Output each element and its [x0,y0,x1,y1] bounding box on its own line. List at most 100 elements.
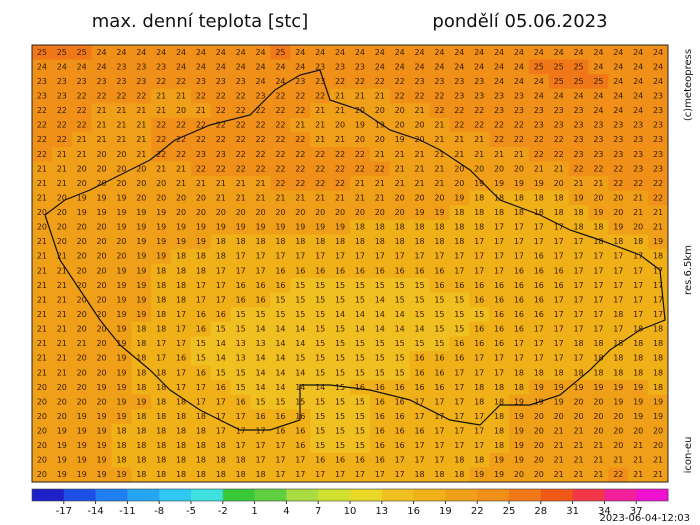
cell-value: 17 [236,266,246,275]
cell-value: 20 [96,223,106,232]
cell-value: 15 [355,281,365,290]
cell [548,190,570,206]
cell-value: 23 [554,121,564,130]
cell [230,380,252,396]
cell-value: 18 [613,368,623,377]
cell [489,146,510,163]
cell [389,219,411,235]
cell [290,350,311,366]
cell [588,380,609,396]
cell [270,205,291,221]
cell-value: 24 [593,106,603,115]
cell [151,336,172,352]
cell-value: 18 [653,354,663,363]
cell-value: 21 [315,193,325,202]
cell-value: 20 [77,368,87,377]
cell [32,176,53,192]
colorbar-band [127,489,160,501]
cell [270,161,291,177]
cell [568,59,589,75]
cell [548,336,570,352]
cell [71,74,93,90]
cell [91,380,112,396]
cell [310,219,331,235]
cell-value: 18 [136,368,146,377]
cell-value: 19 [116,281,126,290]
cell-value: 17 [216,427,226,436]
cell [91,423,112,439]
cell-value: 17 [474,368,484,377]
cell [270,423,291,439]
cell [250,176,271,192]
cell-value: 17 [355,470,365,479]
cell-value: 15 [414,281,424,290]
cell-value: 18 [633,237,643,246]
cell-value: 20 [77,252,87,261]
cell [389,88,411,104]
cell-value: 22 [196,121,206,130]
cell-value: 17 [554,237,564,246]
cell-value: 20 [57,412,67,421]
cell [608,45,629,61]
cell [230,350,252,366]
cell [71,146,93,163]
cell-value: 17 [434,427,444,436]
cell [51,117,73,133]
cell [568,132,589,148]
cell [51,59,73,75]
cell [310,117,331,133]
cell [111,365,132,381]
colorbar-tick-label: 34 [598,506,611,517]
cell [469,292,490,308]
cell-value: 19 [116,266,126,275]
cell-value: 20 [96,266,106,275]
cell-value: 21 [593,456,603,465]
cell [111,234,132,250]
cell [310,132,331,148]
cell [171,423,192,439]
cell-value: 19 [355,121,365,130]
cell-value: 20 [116,179,126,188]
cell-value: 24 [633,62,643,71]
cell-value: 18 [176,397,186,406]
cell [290,234,311,250]
cell-value: 15 [335,427,345,436]
cell [310,88,331,104]
cell [91,438,112,454]
cell [210,146,232,163]
cell-value: 21 [315,121,325,130]
cell-value: 23 [315,62,325,71]
cell-value: 19 [116,368,126,377]
cell [131,321,152,337]
cell [409,307,430,323]
cell [608,248,629,264]
cell-value: 24 [414,62,424,71]
cell-value: 19 [96,208,106,217]
cell [210,336,232,352]
cell-value: 14 [295,325,305,334]
cell-value: 16 [514,295,524,304]
cell [310,409,331,425]
cell [270,321,291,337]
cell [270,219,291,235]
cell [270,467,291,483]
cell [509,103,530,119]
cell-value: 18 [434,237,444,246]
cell-value: 22 [176,121,186,130]
cell [608,394,629,410]
cell [131,103,152,119]
cell [210,365,232,381]
cell [389,336,411,352]
cell-value: 20 [454,164,464,173]
cell [71,132,93,148]
cell [350,452,371,468]
cell [191,176,212,192]
cell-value: 21 [57,179,67,188]
cell-value: 17 [236,427,246,436]
cell-value: 16 [236,295,246,304]
cell [171,146,192,163]
cell [389,146,411,163]
cell [32,321,53,337]
cell-value: 18 [514,383,524,392]
cell [151,132,172,148]
